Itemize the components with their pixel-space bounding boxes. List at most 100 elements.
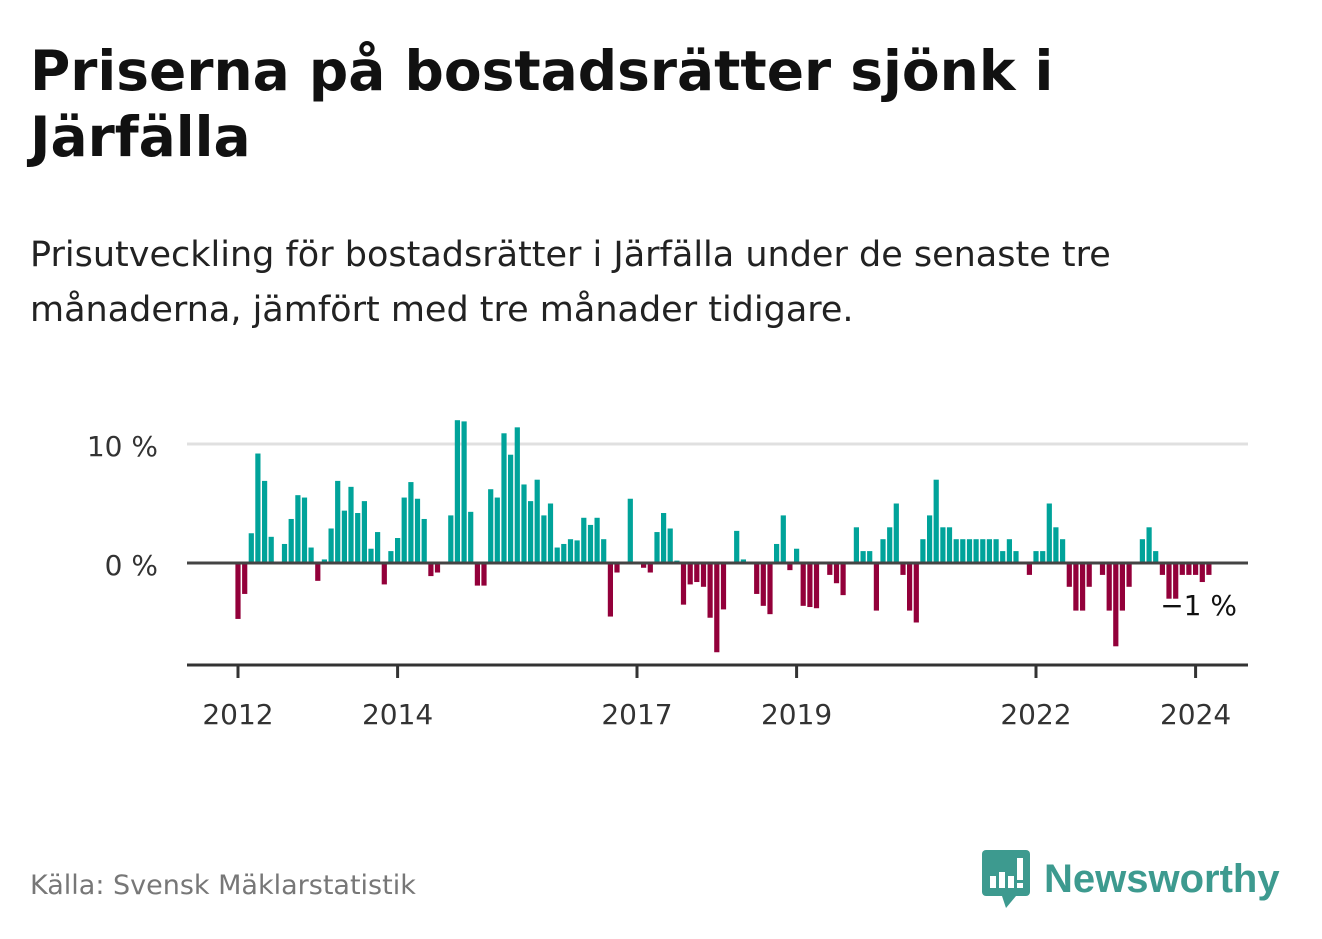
newsworthy-logo-icon: [982, 850, 1030, 908]
bar: [1166, 563, 1172, 599]
bar: [514, 427, 520, 563]
bar: [1106, 563, 1112, 611]
bar: [448, 515, 454, 563]
bar: [554, 547, 560, 563]
bar: [1139, 539, 1145, 563]
bar: [301, 497, 308, 563]
bar: [907, 563, 913, 611]
bar: [614, 563, 620, 573]
bar: [813, 563, 820, 609]
bar: [700, 563, 707, 587]
bar: [787, 563, 793, 571]
bar: [714, 563, 720, 653]
bar: [654, 532, 660, 563]
bar: [1000, 551, 1006, 563]
x-tick-label: 2019: [761, 698, 832, 731]
bar: [421, 518, 427, 563]
bar: [840, 563, 846, 596]
bar: [1006, 539, 1012, 563]
x-tick-label: 2012: [202, 698, 273, 731]
bar: [960, 539, 966, 563]
bar: [328, 528, 334, 563]
x-tick-label: 2014: [362, 698, 433, 731]
bar: [288, 518, 294, 563]
bar: [1146, 527, 1152, 563]
bar: [1066, 563, 1072, 587]
bar: [481, 563, 487, 586]
bar: [428, 563, 434, 577]
bar: [887, 527, 893, 563]
bar: [1053, 527, 1059, 563]
bar: [1179, 563, 1185, 575]
bar: [508, 454, 514, 563]
bar: [913, 563, 919, 623]
bar: [521, 484, 527, 563]
bar: [541, 515, 547, 563]
x-tick-label: 2022: [1000, 698, 1071, 731]
bar: [454, 420, 460, 563]
bar: [794, 548, 800, 563]
bar: [1099, 563, 1106, 575]
bar: [946, 527, 953, 563]
bar: [641, 563, 647, 568]
bar: [594, 517, 600, 563]
bar: [341, 510, 347, 563]
bar: [1193, 563, 1199, 575]
bar: [760, 563, 766, 606]
bar: [528, 501, 534, 563]
bar: [607, 563, 613, 617]
bar: [1186, 563, 1192, 575]
bar: [707, 563, 713, 618]
bar: [853, 527, 859, 563]
bar: [1073, 563, 1079, 611]
bar: [1153, 551, 1159, 563]
bar: [627, 498, 633, 563]
bar: [368, 548, 374, 563]
bar: [940, 527, 946, 563]
bar: [388, 551, 394, 563]
bar: [920, 539, 926, 563]
bar: [395, 538, 401, 563]
bar: [348, 486, 354, 563]
bar: [973, 539, 979, 563]
bar: [488, 489, 494, 563]
bar: [720, 563, 727, 610]
newsworthy-logo: Newsworthy: [982, 850, 1280, 908]
bar: [255, 453, 261, 563]
bar: [754, 563, 760, 594]
bar: [1173, 563, 1179, 599]
bar: [567, 539, 574, 563]
bar: [953, 539, 959, 563]
bar: [833, 563, 840, 584]
bar: [1159, 563, 1165, 575]
bar: [461, 421, 467, 563]
y-tick-label: 0 %: [105, 549, 158, 582]
bar: [1033, 551, 1039, 563]
bar: [1086, 563, 1092, 587]
x-tick-label: 2017: [601, 698, 672, 731]
bar: [980, 539, 986, 563]
bar: [661, 513, 667, 563]
bar: [927, 515, 933, 563]
bar: [1199, 563, 1205, 583]
bar: [860, 551, 866, 563]
bar: [647, 563, 653, 573]
bar: [295, 495, 301, 563]
bar: [434, 563, 441, 573]
bar: [1040, 551, 1046, 563]
bar: [1060, 539, 1066, 563]
bar: [601, 539, 607, 563]
bar: [873, 563, 879, 611]
bar: [800, 563, 806, 606]
source-note: Källa: Svensk Mäklarstatistik: [30, 870, 416, 901]
bar: [414, 498, 421, 563]
bar: [1119, 563, 1125, 611]
bar: [361, 501, 367, 563]
bar: [880, 539, 886, 563]
bar: [587, 524, 594, 563]
bar: [667, 528, 673, 563]
chart-subtitle: Prisutveckling för bostadsrätter i Järfä…: [30, 235, 1111, 330]
bar: [494, 497, 500, 563]
bar: [900, 563, 906, 575]
bar: [1126, 563, 1132, 587]
